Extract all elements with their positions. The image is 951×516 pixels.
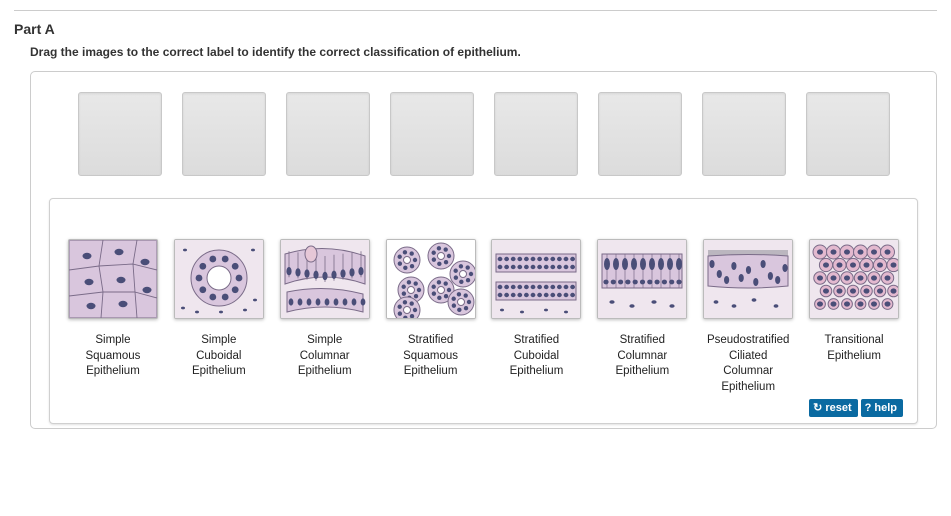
tile-column: Stratified Squamous Epithelium xyxy=(382,239,480,395)
reset-button[interactable]: ↻ reset xyxy=(809,399,858,417)
tile-label: Simple Cuboidal Epithelium xyxy=(192,333,246,381)
drop-slot[interactable] xyxy=(390,92,474,176)
drop-slot[interactable] xyxy=(598,92,682,176)
tile-stratified-squamous[interactable] xyxy=(386,239,476,319)
reset-button-label: reset xyxy=(825,401,851,415)
tile-label: Transitional Epithelium xyxy=(825,333,884,381)
drop-slot[interactable] xyxy=(494,92,578,176)
tile-label: Pseudostratified Ciliated Columnar Epith… xyxy=(707,333,789,395)
drop-slot[interactable] xyxy=(806,92,890,176)
drop-slot[interactable] xyxy=(702,92,786,176)
tile-column: Transitional Epithelium xyxy=(805,239,903,395)
help-icon: ? xyxy=(865,401,872,415)
help-button[interactable]: ? help xyxy=(861,399,903,417)
tile-panel: Simple Squamous Epithelium Simple Cuboida… xyxy=(49,198,918,424)
drop-slot[interactable] xyxy=(182,92,266,176)
drop-slot[interactable] xyxy=(78,92,162,176)
tile-column: Simple Cuboidal Epithelium xyxy=(170,239,268,395)
tile-pseudostratified-ciliated-columnar[interactable] xyxy=(703,239,793,319)
drop-slot[interactable] xyxy=(286,92,370,176)
help-button-label: help xyxy=(874,401,897,415)
tile-label: Stratified Squamous Epithelium xyxy=(403,333,458,381)
tile-label: Stratified Cuboidal Epithelium xyxy=(510,333,564,381)
tile-stratified-columnar[interactable] xyxy=(597,239,687,319)
tile-simple-squamous[interactable] xyxy=(68,239,158,319)
tile-column: Pseudostratified Ciliated Columnar Epith… xyxy=(699,239,797,395)
tile-column: Stratified Columnar Epithelium xyxy=(593,239,691,395)
activity-box: Simple Squamous Epithelium Simple Cuboida… xyxy=(30,71,937,429)
tile-label: Simple Columnar Epithelium xyxy=(298,333,352,381)
tile-transitional[interactable] xyxy=(809,239,899,319)
tile-column: Simple Squamous Epithelium xyxy=(64,239,162,395)
tile-simple-columnar[interactable] xyxy=(280,239,370,319)
tile-simple-cuboidal[interactable] xyxy=(174,239,264,319)
button-bar: ↻ reset ? help xyxy=(64,399,903,417)
part-title: Part A xyxy=(14,21,937,37)
tile-label: Stratified Columnar Epithelium xyxy=(615,333,669,381)
tile-stratified-cuboidal[interactable] xyxy=(491,239,581,319)
tile-column: Stratified Cuboidal Epithelium xyxy=(488,239,586,395)
instructions-text: Drag the images to the correct label to … xyxy=(30,45,937,59)
tile-label: Simple Squamous Epithelium xyxy=(85,333,140,381)
reset-icon: ↻ xyxy=(813,401,822,415)
tile-column: Simple Columnar Epithelium xyxy=(276,239,374,395)
drop-slot-row xyxy=(49,92,918,176)
tile-row: Simple Squamous Epithelium Simple Cuboida… xyxy=(64,239,903,395)
